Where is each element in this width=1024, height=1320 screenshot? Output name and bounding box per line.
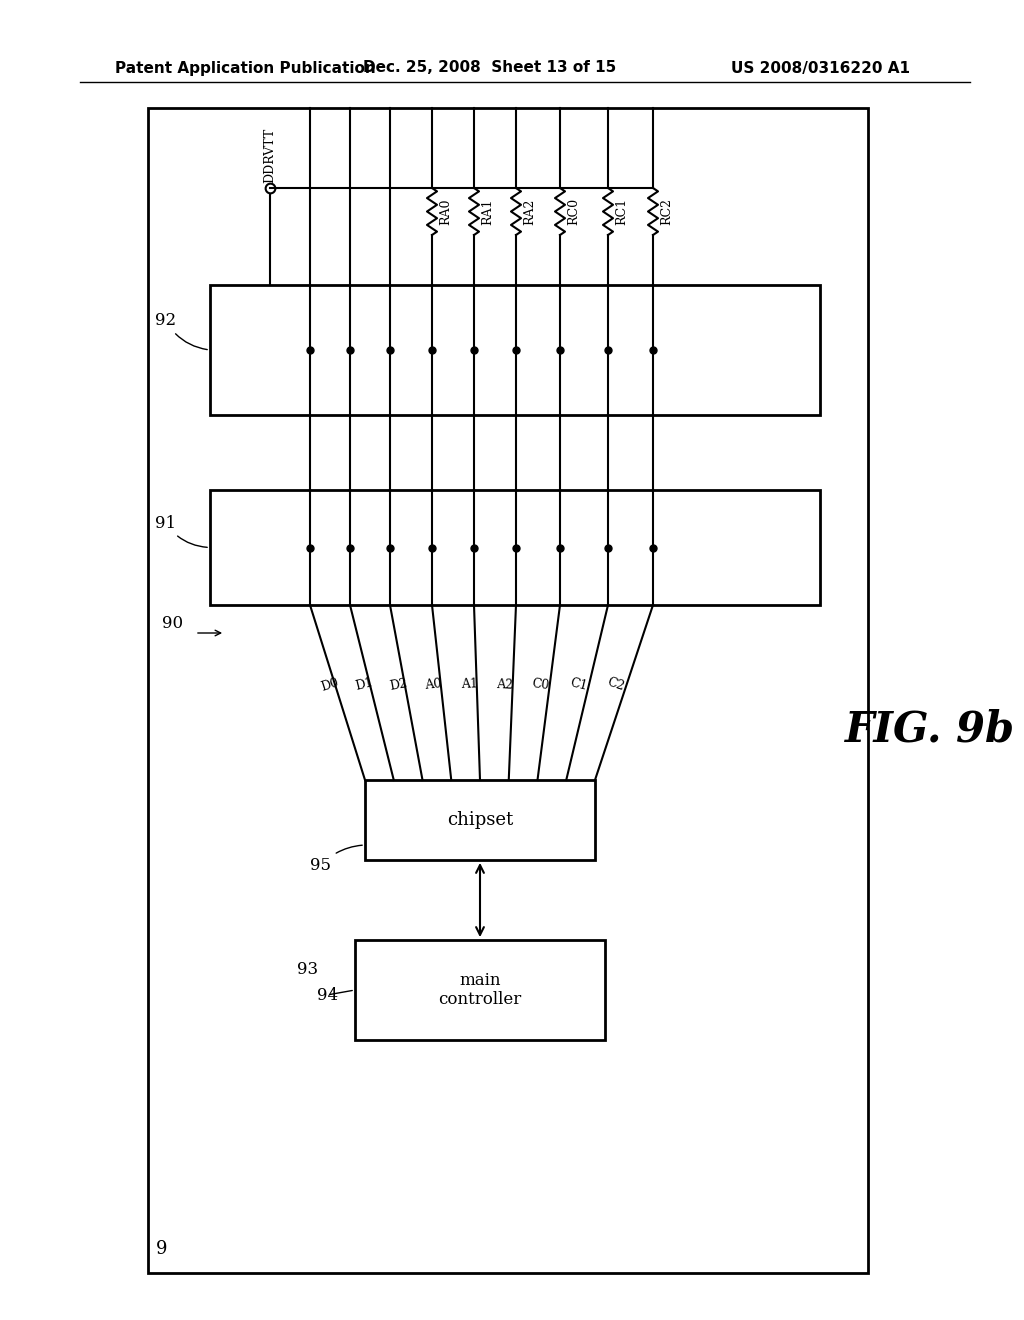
Text: RC0: RC0	[567, 198, 580, 226]
Text: C1: C1	[569, 676, 589, 693]
Text: RA2: RA2	[523, 198, 536, 224]
Text: A1: A1	[460, 677, 478, 692]
Text: D1: D1	[353, 676, 374, 693]
Text: RC2: RC2	[660, 198, 673, 224]
Text: 9: 9	[156, 1239, 168, 1258]
Text: 90: 90	[162, 615, 183, 631]
Text: 92: 92	[155, 312, 207, 350]
Text: D0: D0	[318, 676, 340, 693]
Bar	[365, 780, 595, 861]
Text: RA0: RA0	[439, 198, 452, 224]
Text: Patent Application Publication: Patent Application Publication	[115, 61, 376, 75]
Text: 91: 91	[155, 515, 207, 548]
Text: A2: A2	[496, 677, 513, 692]
Text: C2: C2	[605, 676, 627, 693]
Text: FIG. 9b: FIG. 9b	[845, 709, 1015, 751]
Bar	[210, 490, 820, 605]
Text: Dec. 25, 2008  Sheet 13 of 15: Dec. 25, 2008 Sheet 13 of 15	[364, 61, 616, 75]
Text: C0: C0	[531, 677, 550, 692]
Bar	[148, 108, 868, 1272]
Text: 94: 94	[317, 986, 338, 1003]
Text: US 2008/0316220 A1: US 2008/0316220 A1	[731, 61, 910, 75]
Bar	[210, 285, 820, 414]
Text: DDRVTT: DDRVTT	[263, 128, 276, 183]
Text: D2: D2	[388, 676, 409, 693]
Bar	[355, 940, 605, 1040]
Text: 93: 93	[297, 961, 318, 978]
Text: 95: 95	[310, 845, 362, 874]
Text: chipset: chipset	[446, 810, 513, 829]
Text: A0: A0	[425, 677, 442, 692]
Text: RA1: RA1	[481, 198, 494, 224]
Text: main
controller: main controller	[438, 972, 521, 1008]
Text: RC1: RC1	[615, 198, 628, 226]
